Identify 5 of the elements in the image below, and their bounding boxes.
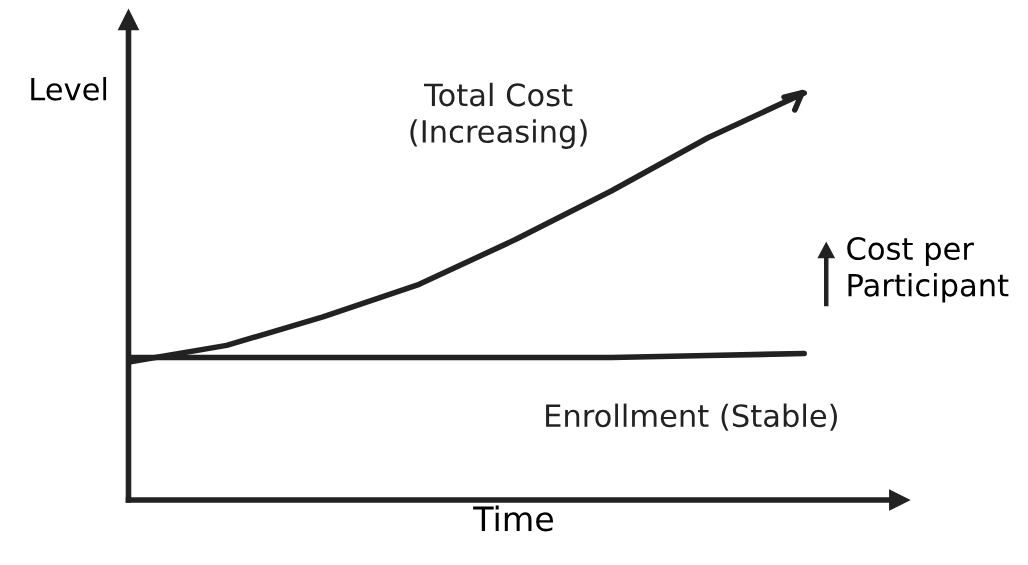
series-label: Total Cost (Increasing)	[410, 82, 587, 149]
y-axis-title: Level	[31, 77, 107, 101]
x-axis-title: Time	[473, 505, 554, 532]
annotation: Cost per Participant	[847, 236, 1009, 303]
series-label: Enrollment (Stable)	[546, 403, 837, 431]
